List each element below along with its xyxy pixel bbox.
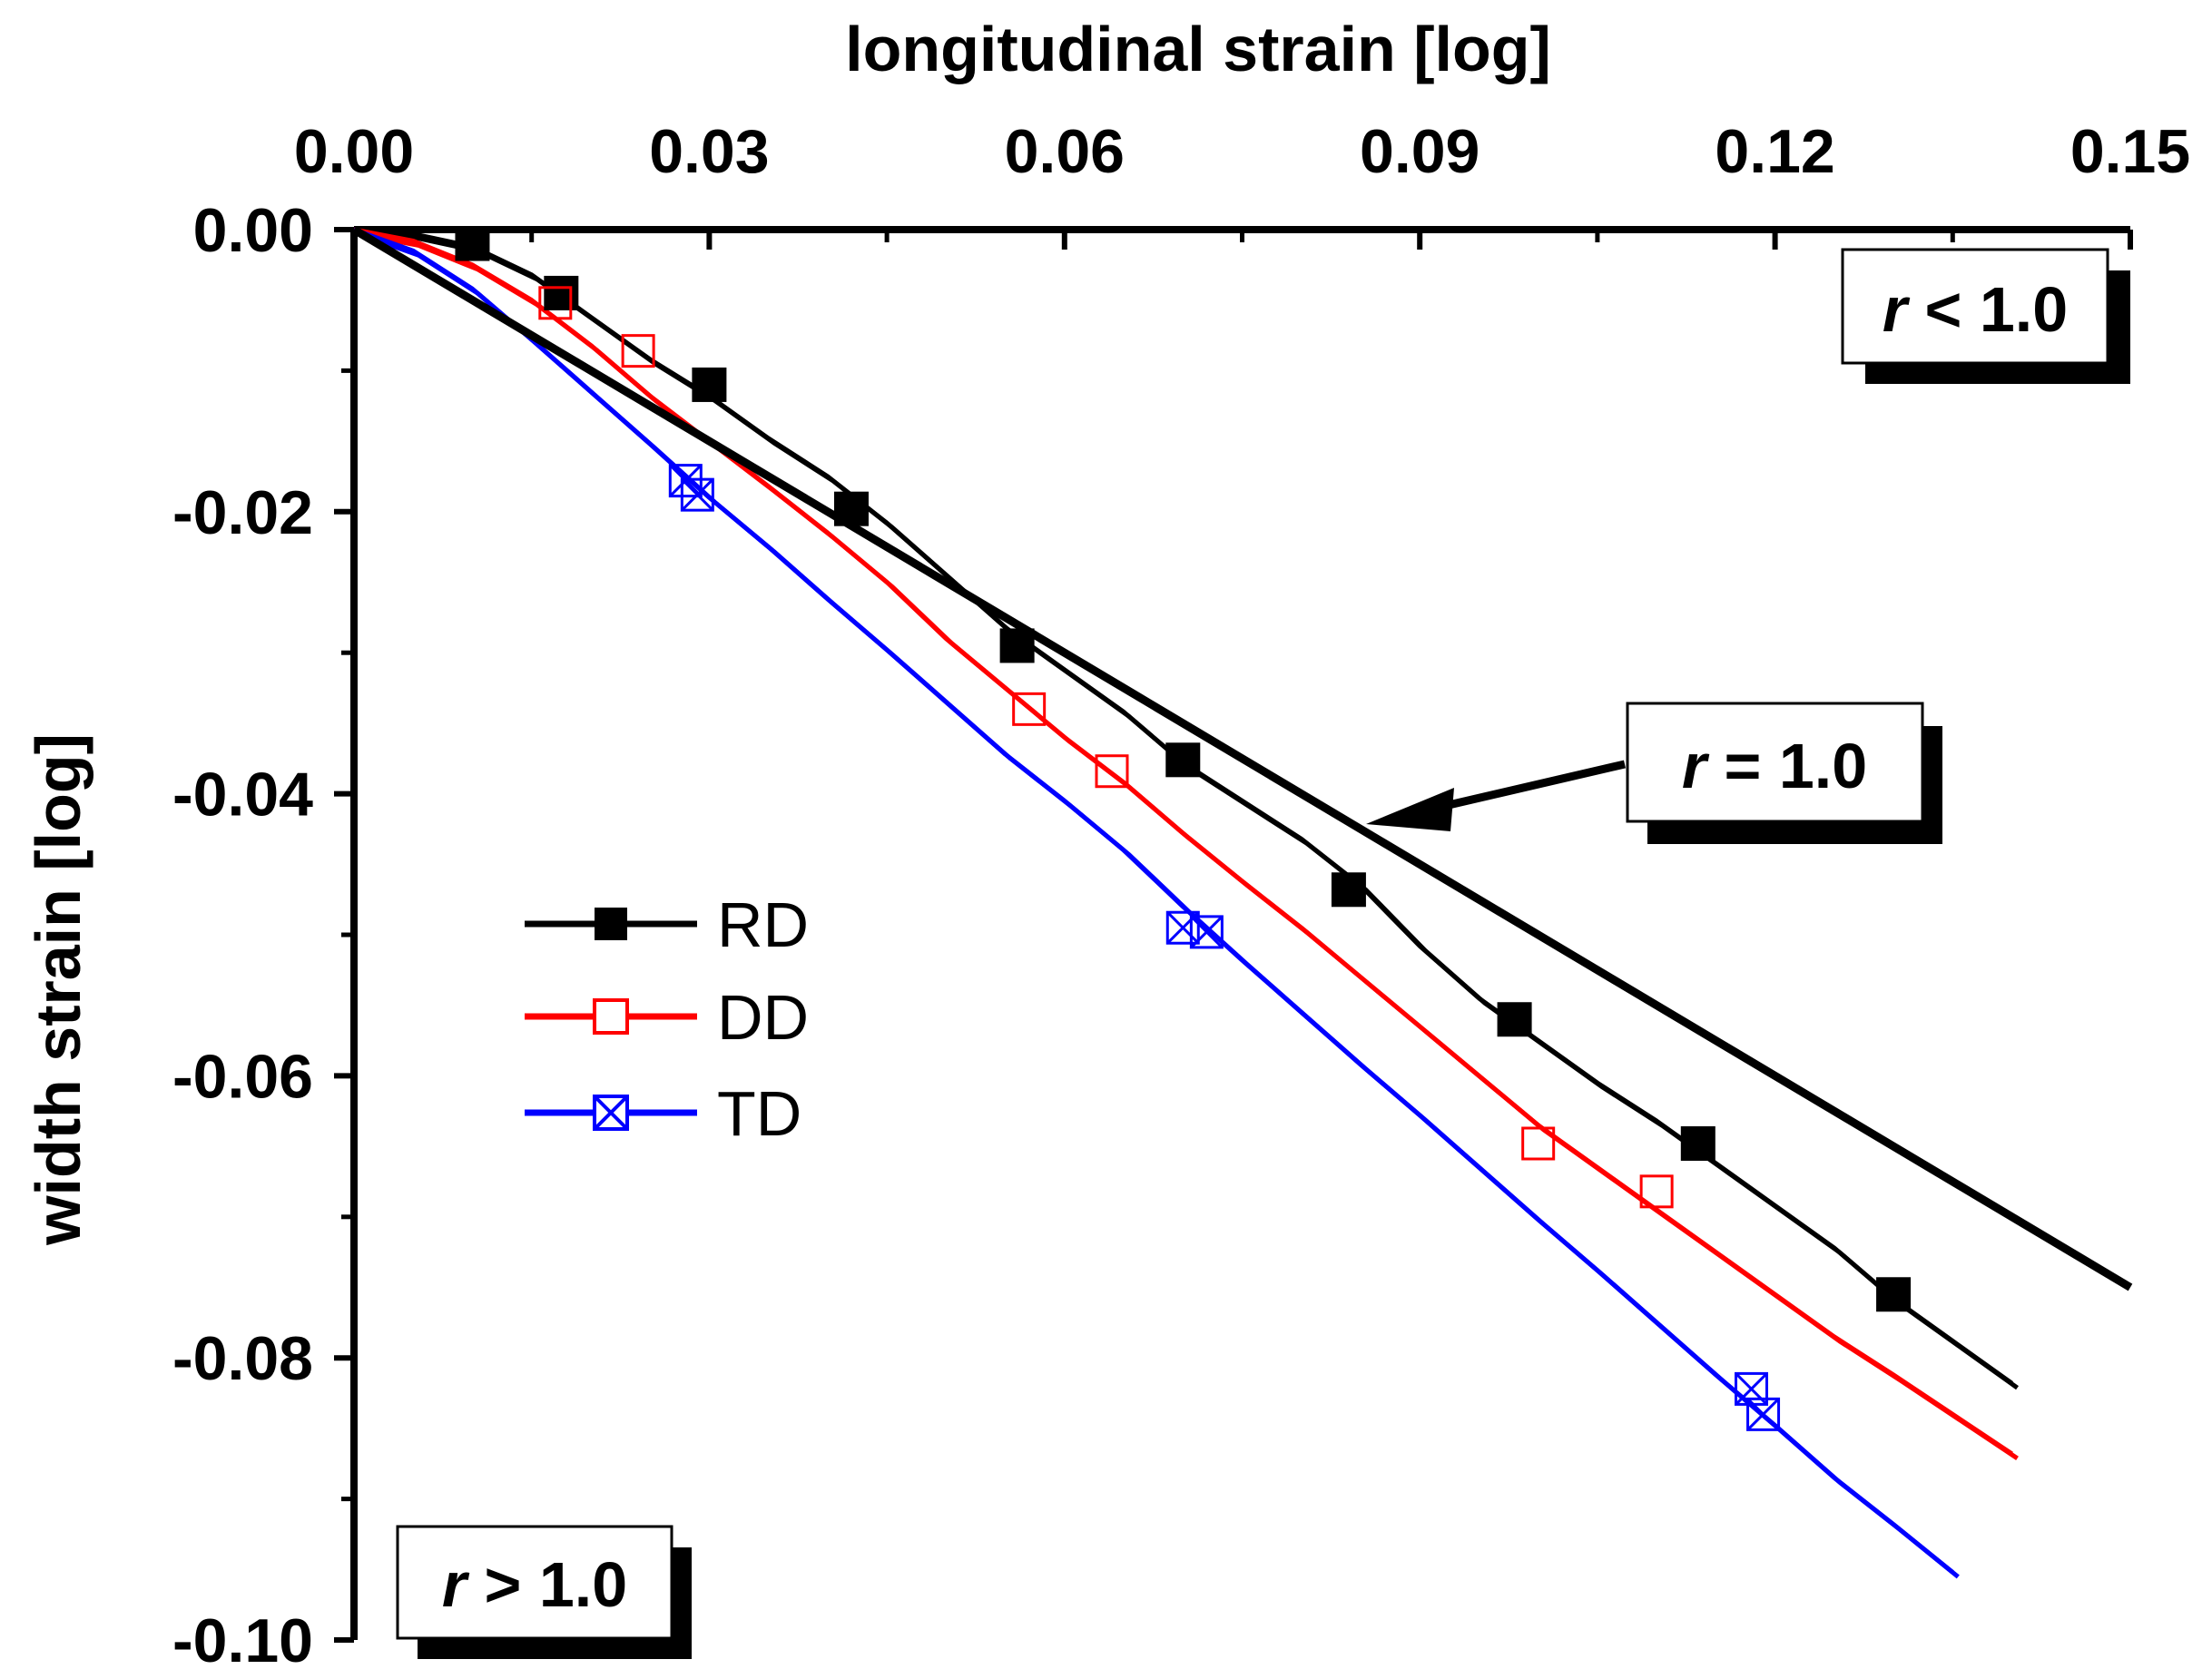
annotation-r-greater: r > 1.0 (396, 1525, 692, 1659)
series-marker-dd (1012, 692, 1047, 726)
annotation-r-less: r < 1.0 (1841, 248, 2130, 384)
y-tick-label: -0.04 (172, 761, 313, 830)
x-axis-title: longitudinal strain [log] (845, 14, 1551, 84)
y-tick-label: -0.02 (172, 478, 313, 547)
series-marker-dd (538, 286, 573, 320)
svg-text:r < 1.0: r < 1.0 (1883, 274, 2068, 345)
series-line-r-1-0 (351, 226, 2133, 1291)
r-equal-arrowhead (1366, 788, 1454, 831)
annotation-r-less-text: < 1.0 (1907, 274, 2068, 345)
series-marker-td (1189, 915, 1224, 949)
x-tick-label: 0.00 (294, 117, 414, 186)
y-tick-label: -0.10 (172, 1606, 313, 1675)
svg-text:r > 1.0: r > 1.0 (442, 1549, 627, 1620)
annotation-r-equal-text: = 1.0 (1706, 731, 1867, 801)
series-marker-rd (1497, 1002, 1532, 1037)
legend-marker-td (593, 1095, 629, 1131)
annotation-r-equal-symbol: r (1682, 731, 1710, 801)
annotation-r-less-symbol: r (1883, 274, 1911, 345)
series-marker-rd (1876, 1277, 1912, 1312)
legend-marker-dd (593, 998, 629, 1035)
x-tick-label: 0.03 (649, 117, 769, 186)
legend-label-rd: RD (717, 889, 809, 960)
legend-label-td: TD (717, 1078, 801, 1149)
annotation-r-greater-symbol: r (442, 1549, 470, 1620)
series-marker-td (1746, 1397, 1781, 1431)
series-marker-dd (1521, 1126, 1556, 1161)
annotation-r-greater-text: > 1.0 (467, 1549, 627, 1620)
series-line-td-replicate (359, 231, 1960, 1579)
legend-item-dd: DD (525, 982, 809, 1053)
y-axis-title: width strain [log] (23, 733, 93, 1246)
y-tick-label: 0.00 (193, 196, 313, 265)
legend-label-dd: DD (717, 982, 809, 1053)
series-marker-rd (999, 628, 1035, 663)
legend-marker-rd (595, 908, 627, 940)
series-marker-dd (1095, 754, 1129, 789)
legend-item-rd: RD (525, 889, 809, 960)
series-marker-dd (621, 334, 655, 368)
series-marker-rd (1331, 872, 1366, 908)
x-tick-label: 0.06 (1005, 117, 1125, 186)
svg-text:r = 1.0: r = 1.0 (1682, 731, 1867, 801)
y-tick-label: -0.08 (172, 1324, 313, 1393)
series-marker-dd (1639, 1174, 1674, 1209)
series-marker-rd (833, 491, 869, 526)
series-marker-rd (1680, 1125, 1716, 1161)
series-marker-rd (692, 367, 727, 402)
series-marker-rd (544, 275, 579, 310)
series-line-dd-replicate (359, 231, 2019, 1460)
y-tick-label: -0.06 (172, 1042, 313, 1111)
legend-item-td: TD (525, 1078, 801, 1149)
annotation-r-equal: r = 1.0 (1626, 702, 1942, 844)
legend: RD DD TD (525, 889, 809, 1149)
x-tick-label: 0.09 (1360, 117, 1480, 186)
x-tick-label: 0.12 (1715, 117, 1834, 186)
series-marker-rd (1165, 742, 1201, 778)
series-marker-td (680, 477, 714, 512)
series-marker-rd (455, 226, 490, 261)
x-tick-label: 0.15 (2070, 117, 2190, 186)
